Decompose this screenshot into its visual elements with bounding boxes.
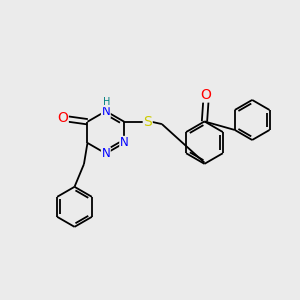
Text: N: N: [101, 105, 110, 118]
Text: N: N: [120, 136, 129, 149]
Text: O: O: [200, 88, 211, 102]
Text: S: S: [143, 115, 152, 129]
Text: H: H: [103, 97, 110, 107]
Text: O: O: [57, 111, 68, 125]
Text: N: N: [101, 147, 110, 160]
